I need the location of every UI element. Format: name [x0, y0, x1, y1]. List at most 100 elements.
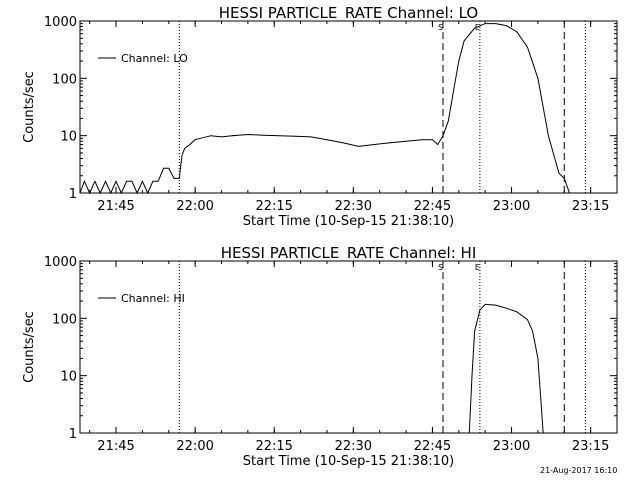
data-point	[115, 180, 117, 182]
plot-frame	[79, 260, 618, 434]
y-tick-label: 1000	[44, 15, 77, 30]
data-point	[173, 178, 175, 179]
data-point	[463, 40, 465, 42]
data-point	[79, 192, 81, 194]
data-point	[110, 192, 112, 194]
chart-title: HESSI PARTICLE_RATE Channel: HI	[221, 244, 477, 263]
data-point	[342, 142, 344, 144]
data-point	[247, 134, 249, 135]
x-tick-label: 23:15	[572, 439, 609, 454]
event-marker-label: E	[475, 263, 480, 272]
data-point	[163, 167, 164, 169]
y-axis-label: Counts/sec	[22, 71, 37, 143]
data-point	[358, 146, 359, 147]
legend-label: Channel: LO	[121, 52, 188, 65]
data-point	[405, 140, 407, 142]
data-point	[516, 311, 518, 313]
event-marker-label: S	[438, 23, 443, 32]
footer-stamp: 21-Aug-2017 16:10	[540, 466, 618, 475]
data-point	[184, 148, 186, 149]
data-point	[537, 77, 539, 79]
x-tick-label: 21:45	[97, 199, 134, 214]
data-point	[585, 192, 586, 194]
data-point	[294, 135, 296, 137]
x-tick-label: 23:15	[572, 199, 609, 214]
y-tick-label: 1	[69, 427, 77, 442]
y-tick-label: 10	[60, 370, 77, 385]
series-line	[468, 303, 544, 434]
y-tick-label: 10	[60, 130, 77, 145]
data-point	[453, 90, 454, 92]
x-tick-label: 22:00	[176, 439, 213, 454]
data-point	[527, 319, 528, 320]
x-tick-label: 22:15	[255, 439, 292, 454]
y-tick-label: 100	[52, 72, 77, 87]
x-tick-label: 21:45	[97, 439, 134, 454]
x-tick-label: 22:30	[335, 439, 372, 454]
data-point	[157, 180, 159, 182]
x-tick-label: 22:15	[255, 199, 292, 214]
data-point	[152, 180, 154, 182]
x-tick-label: 22:00	[176, 199, 213, 214]
data-point	[221, 136, 222, 138]
legend-label: Channel: HI	[121, 292, 185, 305]
data-point	[542, 432, 544, 434]
data-point	[548, 135, 549, 137]
data-point	[569, 192, 570, 194]
data-point	[194, 139, 196, 141]
data-point	[484, 304, 486, 305]
data-point	[181, 155, 183, 156]
data-point	[231, 135, 233, 137]
data-point	[131, 180, 133, 182]
data-point	[468, 432, 470, 434]
data-point	[563, 178, 565, 179]
data-point	[471, 375, 473, 377]
chart-title: HESSI PARTICLE_RATE Channel: LO	[219, 4, 478, 23]
data-point	[310, 136, 312, 138]
data-point	[437, 144, 439, 145]
data-point	[99, 192, 101, 194]
x-tick-label: 23:00	[493, 199, 530, 214]
data-point	[178, 178, 180, 179]
data-point	[89, 192, 91, 194]
data-point	[189, 144, 191, 145]
data-point	[200, 137, 201, 139]
data-point	[532, 330, 533, 332]
x-axis-label: Start Time (10-Sep-15 21:38:10)	[243, 454, 454, 469]
data-point	[505, 307, 507, 309]
data-point	[495, 23, 497, 24]
y-tick-label: 1	[69, 187, 77, 202]
data-point	[479, 309, 481, 311]
data-point	[84, 180, 85, 182]
data-point	[474, 27, 475, 29]
x-tick-label: 22:45	[414, 439, 451, 454]
y-axis-label: Counts/sec	[22, 311, 37, 383]
data-point	[94, 180, 96, 182]
y-tick-label: 1000	[44, 255, 77, 270]
data-point	[495, 304, 497, 306]
data-point	[527, 46, 528, 48]
data-point	[537, 358, 539, 359]
series-line	[79, 23, 586, 195]
x-axis-label: Start Time (10-Sep-15 21:38:10)	[243, 214, 454, 229]
data-point	[105, 180, 106, 182]
data-point	[421, 139, 423, 141]
plot-frame	[79, 20, 618, 194]
data-point	[389, 142, 391, 144]
data-point	[432, 139, 433, 141]
data-point	[263, 134, 265, 136]
data-point	[279, 135, 280, 137]
event-marker-label: S	[438, 263, 443, 272]
chart-panel-2: HESSI PARTICLE_RATE Channel: HI 21:45 22:0…	[22, 244, 618, 469]
data-point	[120, 192, 122, 194]
y-tick-label: 100	[52, 312, 77, 327]
x-tick-label: 22:45	[414, 199, 451, 214]
data-point	[168, 167, 170, 169]
data-point	[558, 173, 560, 174]
data-point	[126, 180, 127, 182]
chart-panel-1: HESSI PARTICLE_RATE Channel: LO 21:45 22:0…	[22, 4, 618, 229]
data-point	[505, 25, 507, 26]
data-point	[442, 135, 444, 137]
x-tick-label: 23:00	[493, 439, 530, 454]
